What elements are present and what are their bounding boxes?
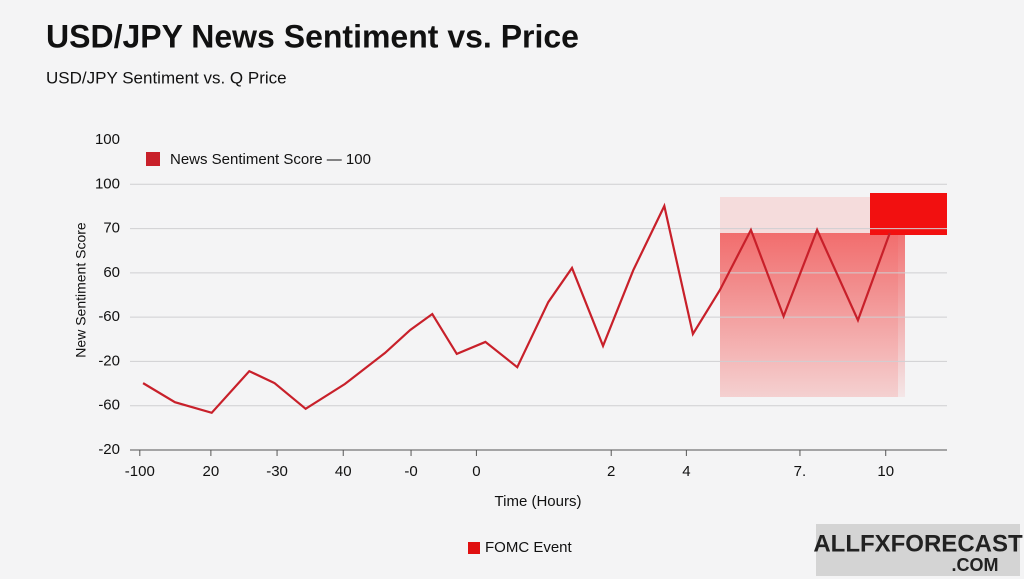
event-region [720, 233, 905, 397]
axes: 100 100 70 60 -60 -20 -60 -20 -100 20 -30 40 -0 0 2 4 7.… [95, 131, 947, 480]
y-tick-label: -20 [98, 441, 120, 458]
sentiment-line [142, 202, 891, 415]
x-tick-label: 4 [682, 463, 690, 480]
x-tick-label: -100 [125, 463, 155, 480]
x-tick-label: -30 [266, 463, 288, 480]
y-tick-label: 100 [95, 131, 120, 148]
y-tick-label: -60 [98, 397, 120, 414]
legend-label: News Sentiment Score — 100 [170, 151, 371, 168]
y-tick-label: -20 [98, 352, 120, 369]
y-tick-label: 100 [95, 175, 120, 192]
x-axis-label: Time (Hours) [495, 493, 582, 510]
y-tick-label: 70 [103, 220, 120, 237]
watermark: ALLFXFORECAST [813, 530, 1023, 557]
x-tick-label: 7. [794, 463, 807, 480]
y-tick-label: 60 [103, 264, 120, 281]
x-tick-label: 2 [607, 463, 615, 480]
watermark-suffix: .COM [952, 555, 999, 575]
x-tick-label: 40 [335, 463, 352, 480]
legend-swatch [146, 152, 160, 166]
event-marker [870, 193, 947, 235]
x-tick-label: 10 [877, 463, 894, 480]
chart-title: USD/JPY News Sentiment vs. Price [46, 18, 579, 54]
y-tick-label: -60 [98, 308, 120, 325]
x-tick-label: 20 [203, 463, 220, 480]
event-swatch [468, 542, 480, 554]
x-tick-label: -0 [404, 463, 417, 480]
event-label: FOMC Event [485, 539, 573, 556]
chart-subtitle: USD/JPY Sentiment vs. Q Price [46, 68, 287, 87]
y-axis-label: New Sentiment Score [73, 222, 89, 358]
watermark-box [816, 524, 1020, 576]
x-tick-label: 0 [472, 463, 480, 480]
